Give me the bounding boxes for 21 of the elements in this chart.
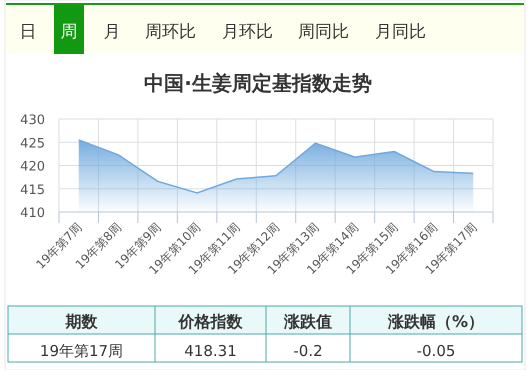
text: 周 <box>60 22 78 42</box>
text: -0.05 <box>416 342 456 360</box>
text: 价格指数 <box>178 312 244 331</box>
text: 418.31 <box>184 342 237 360</box>
text: -0.2 <box>293 342 323 360</box>
y-tick-label: 415 <box>20 182 45 198</box>
text: 19年第17周 <box>40 342 124 360</box>
text: 周环比 <box>145 22 196 42</box>
chart-title: 中国·生姜周定基指数走势 <box>144 71 372 95</box>
y-tick-label: 425 <box>20 136 45 152</box>
text: 周同比 <box>298 22 349 42</box>
y-tick-label: 420 <box>20 160 45 174</box>
text: 期数 <box>64 312 98 331</box>
y-tick-label: 410 <box>20 206 45 221</box>
text: 月同比 <box>375 22 426 42</box>
text: 日 <box>20 22 36 42</box>
text: 月 <box>104 22 120 42</box>
text: 涨跌幅（%） <box>386 312 484 331</box>
text: 涨跌值 <box>283 312 332 331</box>
y-tick-label: 430 <box>20 113 45 128</box>
text: 月环比 <box>222 22 273 42</box>
